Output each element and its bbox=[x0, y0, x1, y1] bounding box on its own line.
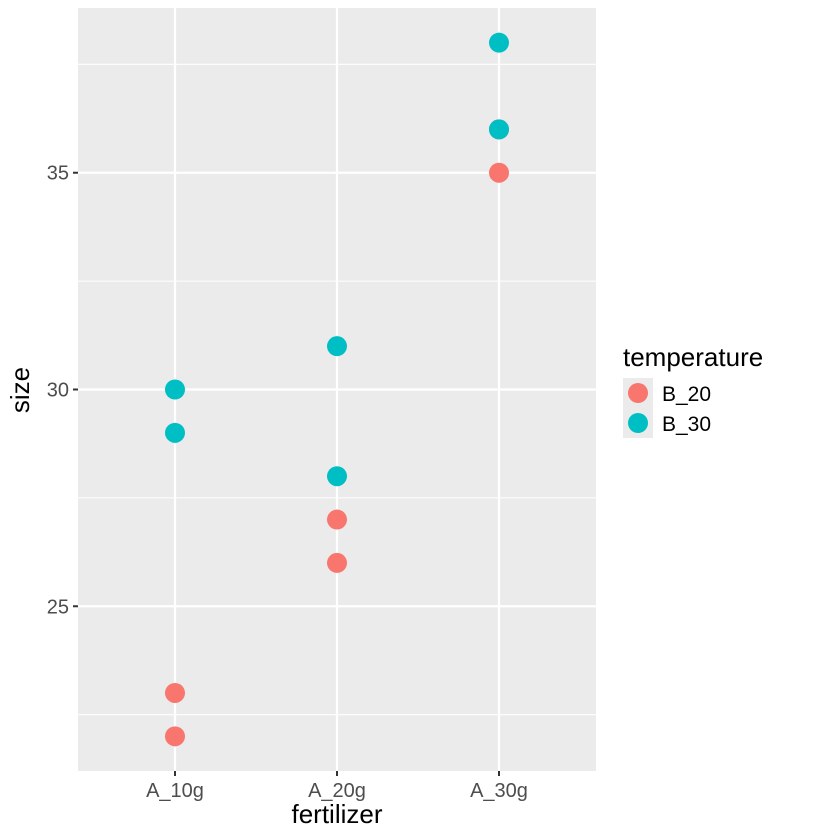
data-point-b-30 bbox=[327, 336, 347, 357]
legend-label: B_20 bbox=[662, 383, 711, 406]
y-tick-label: 25 bbox=[47, 596, 69, 618]
axis-ticks bbox=[73, 171, 500, 776]
legend: temperature B_20 B_30 bbox=[623, 342, 763, 438]
x-tick-label: A_20g bbox=[308, 780, 366, 802]
x-tick-labels: A_10g A_20g A_30g bbox=[146, 780, 528, 802]
data-point-b-30 bbox=[489, 119, 509, 140]
data-point-b-20 bbox=[165, 682, 185, 703]
data-point-b-30 bbox=[489, 32, 509, 53]
legend-title: temperature bbox=[623, 342, 763, 372]
data-point-b-30 bbox=[165, 379, 185, 400]
y-axis-title: size bbox=[5, 367, 35, 413]
legend-label: B_30 bbox=[662, 413, 711, 436]
legend-key-b-20 bbox=[628, 383, 648, 403]
x-tick-label: A_10g bbox=[146, 780, 204, 802]
data-point-b-30 bbox=[327, 466, 347, 487]
data-points bbox=[165, 32, 509, 747]
data-point-b-20 bbox=[327, 552, 347, 573]
x-axis-title: fertilizer bbox=[291, 799, 382, 829]
legend-key-b-30 bbox=[628, 413, 648, 433]
data-point-b-20 bbox=[327, 509, 347, 530]
y-tick-label: 35 bbox=[47, 163, 69, 185]
y-tick-label: 30 bbox=[47, 380, 69, 402]
y-tick-labels: 25 30 35 bbox=[47, 163, 69, 619]
legend-entries: B_20 B_30 bbox=[623, 378, 711, 438]
data-point-b-30 bbox=[165, 422, 185, 443]
data-point-b-20 bbox=[489, 162, 509, 183]
x-tick-label: A_30g bbox=[470, 780, 528, 802]
data-point-b-20 bbox=[165, 726, 185, 747]
